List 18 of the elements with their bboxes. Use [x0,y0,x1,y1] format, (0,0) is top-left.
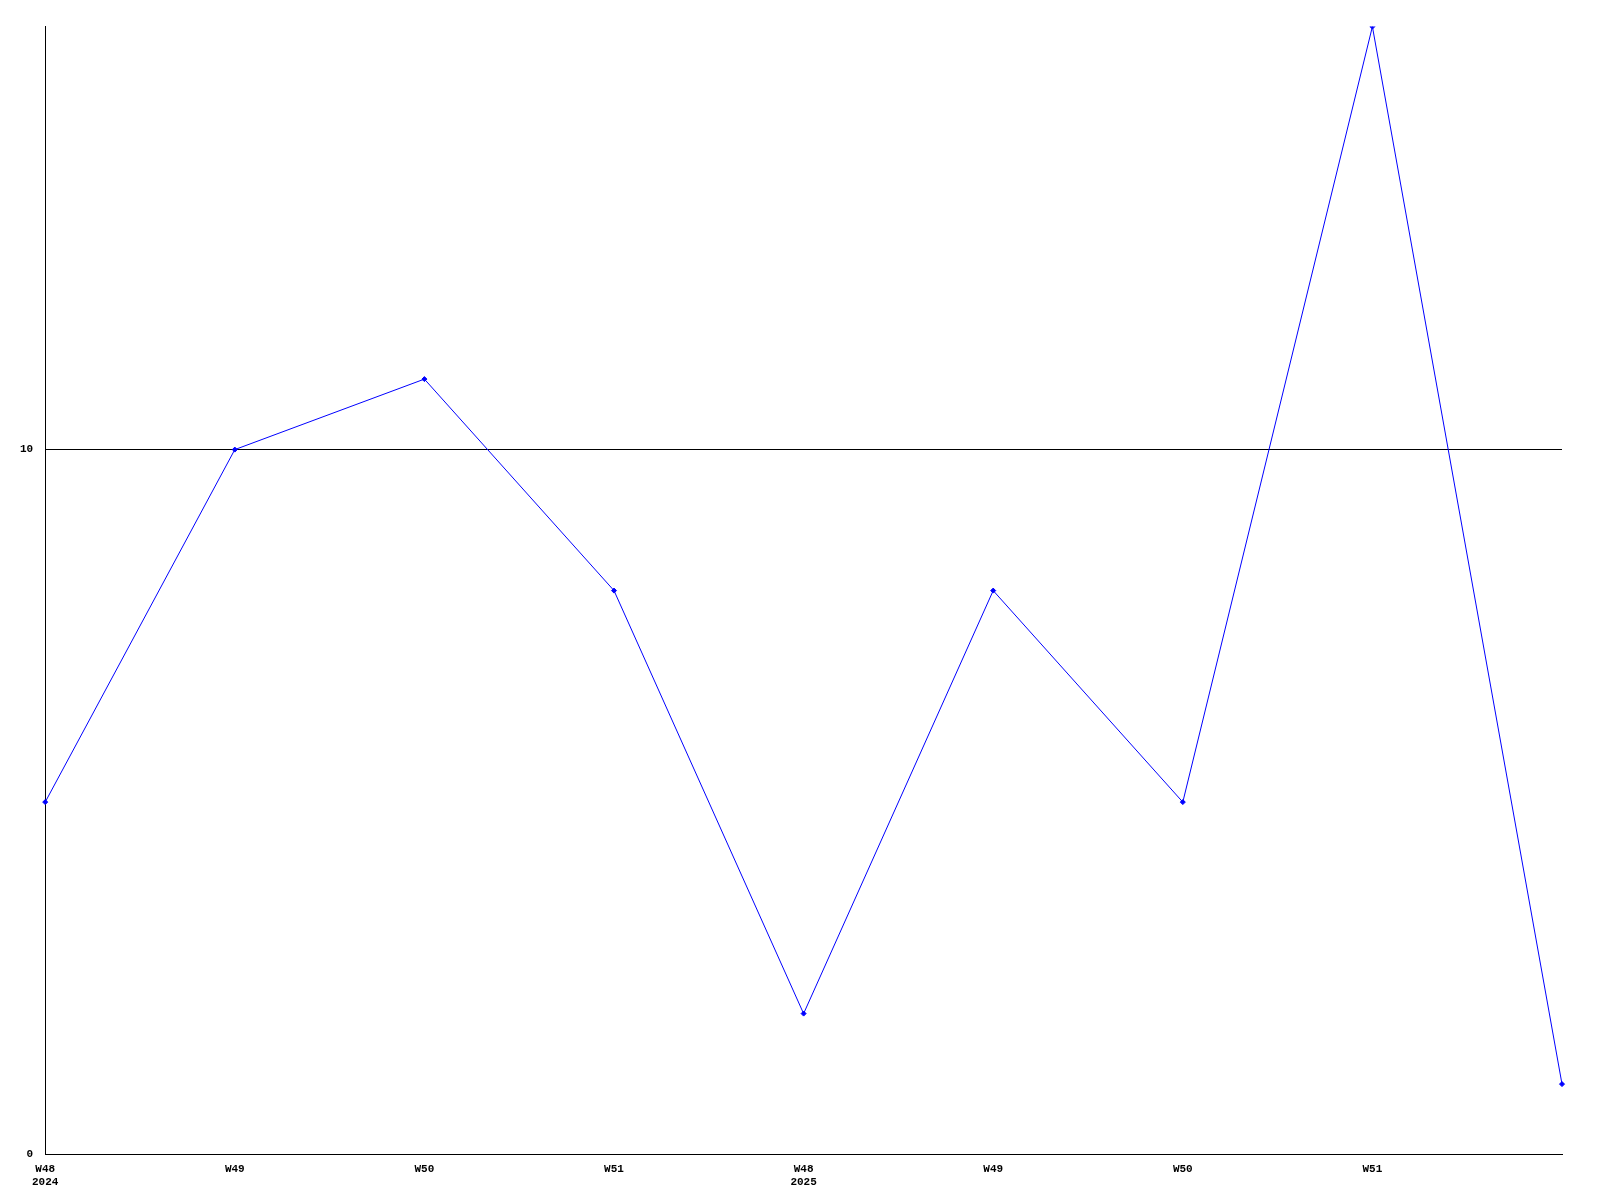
point [231,446,238,453]
x-tick-label: W51 [604,1162,625,1175]
point [1559,1081,1565,1088]
point [990,587,997,594]
x-tick-label: W49 [224,1162,245,1175]
x-tick-label: W50 [414,1162,435,1175]
x-tick-label: W49 [983,1162,1004,1175]
x-tick-label: W51 [1362,1162,1383,1175]
point [421,376,428,383]
point [1179,799,1186,806]
y-tick-label: 10 [20,443,34,456]
x-tick-label: W48 2025 [790,1162,818,1189]
y-tick-label: 0 [26,1148,34,1161]
x-tick-label: W50 [1172,1162,1193,1175]
point [42,799,49,806]
x-tick-label: W48 2024 [32,1162,59,1189]
point [611,587,617,594]
point [800,1010,807,1017]
